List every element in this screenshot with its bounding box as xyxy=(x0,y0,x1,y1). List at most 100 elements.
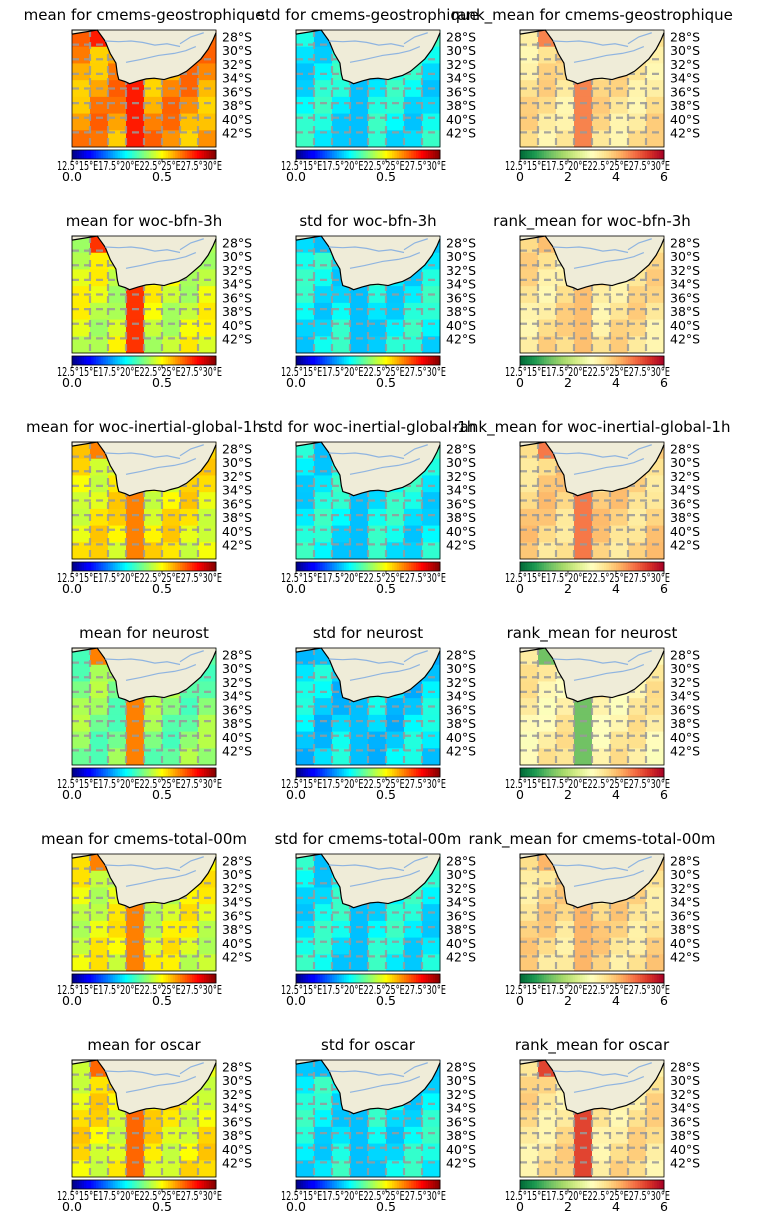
colorbar-segment xyxy=(122,356,126,365)
colorbar-segment xyxy=(546,562,550,571)
heatmap-cell xyxy=(422,269,441,287)
panel-title: std for cmems-geostrophique xyxy=(257,6,478,24)
heatmap-cell xyxy=(90,46,109,64)
colorbar-segment xyxy=(141,768,145,777)
colorbar-segment xyxy=(303,356,306,365)
colorbar-segment xyxy=(654,356,658,365)
heatmap-cell xyxy=(404,714,423,733)
map-panel: mean for cmems-geostrophique28°S30°S32°S… xyxy=(24,6,265,184)
heatmap-cell xyxy=(520,854,539,872)
colorbar-segment xyxy=(74,1180,78,1189)
heatmap-cell xyxy=(332,96,351,115)
colorbar-segment xyxy=(611,768,614,777)
colorbar-segment xyxy=(392,768,395,777)
colorbar-segment xyxy=(320,1180,323,1189)
colorbar-segment xyxy=(132,356,135,365)
colorbar-segment xyxy=(413,562,417,571)
colorbar-segment xyxy=(520,150,523,159)
heatmap-cell xyxy=(332,698,351,716)
colorbar-segment xyxy=(418,562,422,571)
colorbar-segment xyxy=(584,356,588,365)
colorbar-segment xyxy=(661,974,665,983)
colorbar-segment xyxy=(134,768,138,777)
colorbar-segment xyxy=(548,974,552,983)
heatmap-cell xyxy=(296,113,315,131)
colorbar-segment xyxy=(425,150,429,159)
heatmap-cell xyxy=(592,130,611,148)
colorbar-segment xyxy=(211,356,214,365)
colorbar-segment xyxy=(110,768,114,777)
colorbar-segment xyxy=(620,150,624,159)
colorbar-segment xyxy=(322,1180,326,1189)
colorbar-segment xyxy=(548,150,552,159)
lat-tick-label: 42°S xyxy=(670,1156,700,1171)
colorbar-segment xyxy=(96,562,99,571)
panel-title: mean for oscar xyxy=(87,1036,201,1054)
heatmap-cell xyxy=(108,80,127,98)
colorbar-segment xyxy=(112,562,116,571)
lat-tick-label: 34°S xyxy=(670,483,700,498)
colorbar-segment xyxy=(363,150,366,159)
lat-tick-label: 38°S xyxy=(670,1128,700,1143)
colorbar-segment xyxy=(544,562,547,571)
colorbar-segment xyxy=(351,356,354,365)
colorbar-segment xyxy=(112,356,116,365)
colorbar-segment xyxy=(625,562,629,571)
colorbar-segment xyxy=(437,150,441,159)
colorbar-tick-label: 2 xyxy=(564,993,572,1008)
panel-title: rank_mean for woc-inertial-global-1h xyxy=(454,418,731,437)
colorbar-segment xyxy=(204,768,207,777)
colorbar-segment xyxy=(129,356,133,365)
heatmap-cell xyxy=(314,1126,333,1145)
lat-tick-label: 30°S xyxy=(670,867,700,882)
colorbar-segment xyxy=(539,356,542,365)
colorbar-segment xyxy=(529,356,533,365)
heatmap-cell xyxy=(314,458,333,476)
map-panel: rank_mean for cmems-total-00m28°S30°S32°… xyxy=(468,830,715,1008)
map-frame xyxy=(295,441,441,560)
colorbar-segment xyxy=(647,974,650,983)
lat-tick-label: 40°S xyxy=(446,112,476,127)
heatmap-cell xyxy=(108,113,127,131)
colorbar-segment xyxy=(360,356,364,365)
colorbar-segment xyxy=(98,974,102,983)
colorbar-segment xyxy=(300,974,304,983)
colorbar-segment xyxy=(428,562,431,571)
colorbar-segment xyxy=(86,356,90,365)
colorbar-segment xyxy=(339,768,342,777)
colorbar-segment xyxy=(401,768,405,777)
lat-tick-label: 36°S xyxy=(222,84,252,99)
lat-tick-label: 32°S xyxy=(670,57,700,72)
heatmap-cell xyxy=(592,1110,611,1128)
heatmap-cell xyxy=(628,731,647,749)
river xyxy=(125,1075,197,1093)
heatmap-cell xyxy=(350,336,369,354)
colorbar-segment xyxy=(546,974,550,983)
colorbar-segment xyxy=(317,356,321,365)
colorbar-segment xyxy=(575,768,578,777)
heatmap-cell xyxy=(350,1143,369,1161)
colorbar-frame xyxy=(71,973,217,984)
lat-tick-label: 30°S xyxy=(670,661,700,676)
colorbar-segment xyxy=(640,1180,643,1189)
colorbar-segment xyxy=(611,974,614,983)
colorbar-segment xyxy=(76,356,80,365)
colorbar-tick-label: 0 xyxy=(516,993,524,1008)
lat-tick-label: 32°S xyxy=(446,675,476,690)
colorbar-segment xyxy=(584,974,588,983)
colorbar-segment xyxy=(572,1180,576,1189)
colorbar-segment xyxy=(534,150,538,159)
colorbar-segment xyxy=(568,562,571,571)
heatmap-cell xyxy=(520,681,539,699)
heatmap-cell xyxy=(162,96,181,115)
colorbar-segment xyxy=(368,356,371,365)
colorbar-segment xyxy=(180,150,183,159)
colorbar-segment xyxy=(134,1180,138,1189)
colorbar-segment xyxy=(541,150,545,159)
colorbar-segment xyxy=(124,974,128,983)
colorbar-segment xyxy=(527,768,530,777)
colorbar-segment xyxy=(548,768,552,777)
heatmap-cell xyxy=(574,1126,593,1145)
colorbar-segment xyxy=(539,768,542,777)
lat-tick-label: 28°S xyxy=(670,441,700,456)
